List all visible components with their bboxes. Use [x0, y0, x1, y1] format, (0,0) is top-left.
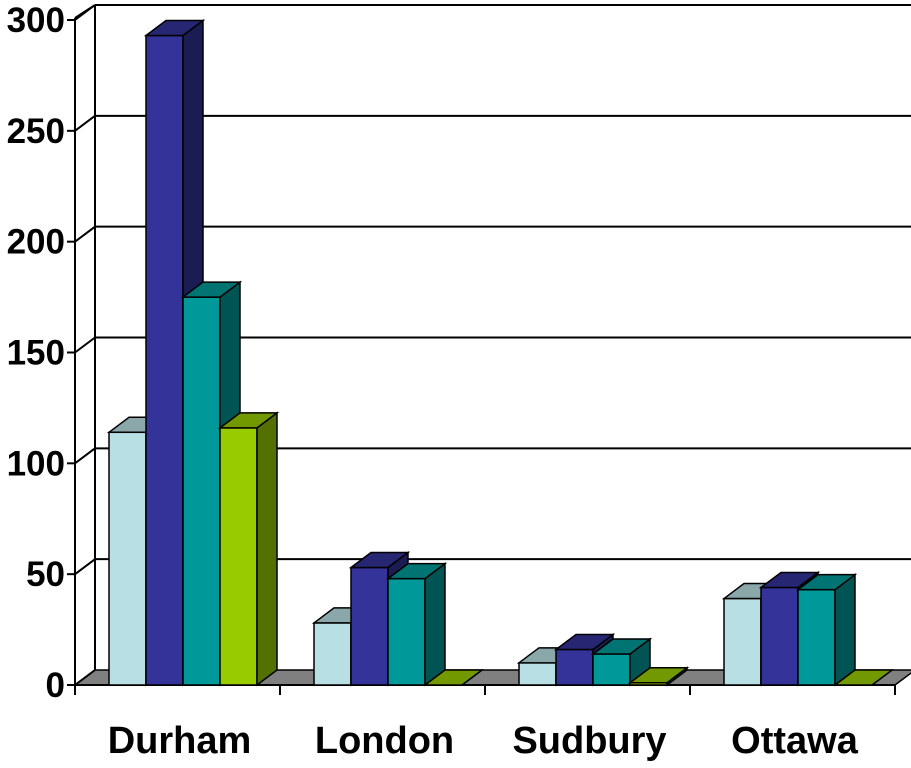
bar: [182, 296, 221, 686]
wall-gridline-side: [74, 669, 96, 686]
bar: [760, 586, 799, 686]
bar: [723, 597, 762, 686]
wall-gridline-side: [74, 115, 96, 132]
bar: [797, 588, 836, 686]
bar-top: [832, 669, 895, 686]
bar: [518, 662, 557, 686]
bar: [145, 34, 184, 686]
x-category-label: Ottawa: [731, 720, 859, 762]
y-tick-label: 100: [7, 444, 65, 483]
bar-top: [627, 667, 690, 684]
bar: [313, 622, 352, 686]
y-tick-label: 50: [26, 555, 65, 594]
wall-gridline-side: [74, 558, 96, 575]
bar-top: [553, 633, 616, 651]
bar: [387, 577, 426, 686]
bar: [592, 653, 631, 686]
wall-gridline-side: [74, 4, 96, 21]
y-tick-label: 150: [7, 334, 65, 373]
x-category-label: Durham: [108, 720, 252, 762]
bar-top: [180, 281, 243, 298]
bar-top: [217, 412, 280, 429]
bar-top: [422, 669, 485, 686]
y-tick-label: 300: [7, 1, 65, 40]
wall-gridline-side: [74, 336, 96, 354]
bar-side: [256, 411, 278, 687]
bar-top: [795, 573, 858, 591]
bar-top: [385, 562, 448, 580]
y-tick-label: 200: [7, 223, 65, 262]
x-category-label: London: [315, 720, 454, 762]
bar: [350, 566, 389, 686]
bar-side: [834, 573, 856, 687]
bar: [219, 427, 258, 686]
y-tick-label: 0: [46, 666, 65, 705]
x-category-label: Sudbury: [512, 720, 666, 762]
wall-gridline-side: [74, 447, 96, 465]
wall-gridline-side: [74, 225, 96, 243]
bar-top: [758, 571, 821, 589]
bar: [555, 648, 594, 686]
y-tick-label: 250: [7, 112, 65, 151]
bar-top: [348, 551, 411, 569]
bar-top: [143, 19, 206, 37]
bar: [108, 431, 147, 686]
bar-side: [424, 562, 446, 687]
bar-top: [590, 638, 653, 655]
